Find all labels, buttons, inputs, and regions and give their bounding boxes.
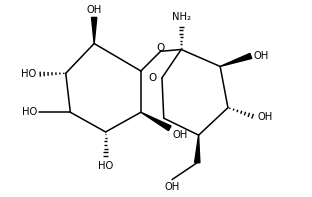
Text: HO: HO xyxy=(22,107,37,117)
Text: NH₂: NH₂ xyxy=(172,12,191,22)
Text: O: O xyxy=(156,43,165,53)
Text: OH: OH xyxy=(173,130,188,140)
Text: OH: OH xyxy=(254,51,269,61)
Text: OH: OH xyxy=(86,5,102,15)
Polygon shape xyxy=(141,112,171,131)
Polygon shape xyxy=(195,135,200,163)
Polygon shape xyxy=(220,53,252,66)
Text: HO: HO xyxy=(21,69,37,79)
Text: O: O xyxy=(148,73,156,83)
Text: OH: OH xyxy=(257,112,272,122)
Text: OH: OH xyxy=(164,182,180,192)
Text: HO: HO xyxy=(98,161,113,171)
Polygon shape xyxy=(91,17,97,44)
